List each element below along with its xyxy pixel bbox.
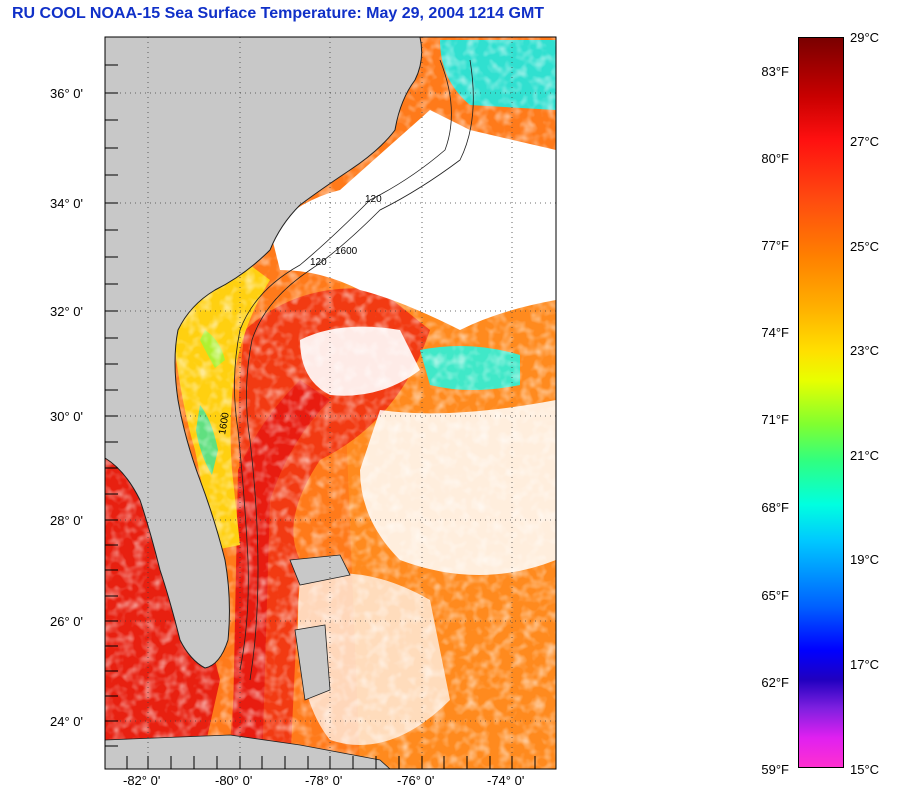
- colorbar-c-label: 15°C: [850, 762, 880, 777]
- lat-label: 26° 0': [50, 614, 83, 629]
- lat-label: 32° 0': [50, 304, 83, 319]
- land-cuba: [105, 734, 391, 769]
- isobath-deep: [246, 59, 474, 681]
- colorbar-c-label: 21°C: [850, 448, 880, 463]
- contour-label: 1600: [335, 246, 358, 257]
- colorbar-c-label: 29°C: [850, 30, 880, 45]
- map-ticks: [105, 64, 536, 769]
- colorbar-c-label: 17°C: [850, 657, 880, 672]
- lat-label: 30° 0': [50, 409, 83, 424]
- colorbar-f-label: 77°F: [761, 238, 789, 253]
- temperature-colorbar: [798, 37, 844, 768]
- contour-label: 120: [365, 194, 382, 205]
- colorbar-f-label: 59°F: [761, 762, 789, 777]
- colorbar-c-label: 27°C: [850, 134, 880, 149]
- lat-label: 34° 0': [50, 196, 83, 211]
- lat-label: 36° 0': [50, 86, 83, 101]
- lon-label: -80° 0': [215, 773, 253, 788]
- colorbar-f-label: 65°F: [761, 588, 789, 603]
- colorbar-f-label: 80°F: [761, 151, 789, 166]
- colorbar-f-label: 68°F: [761, 500, 789, 515]
- lat-label: 28° 0': [50, 513, 83, 528]
- land-bahamas-andros: [294, 624, 331, 701]
- lon-label: -74° 0': [487, 773, 525, 788]
- colorbar-f-label: 83°F: [761, 64, 789, 79]
- land-us-southeast: [105, 37, 423, 669]
- lat-label: 24° 0': [50, 714, 83, 729]
- isobath-shallow: [234, 59, 452, 671]
- page-title: RU COOL NOAA-15 Sea Surface Temperature:…: [12, 5, 545, 22]
- lon-label: -82° 0': [123, 773, 161, 788]
- contour-label: 1600: [217, 411, 232, 435]
- lon-label: -76° 0': [397, 773, 435, 788]
- map-grid: [105, 37, 556, 769]
- colorbar-f-label: 71°F: [761, 412, 789, 427]
- colorbar-c-label: 19°C: [850, 552, 880, 567]
- lon-label: -78° 0': [305, 773, 343, 788]
- contour-label: 120: [310, 257, 327, 268]
- colorbar-f-label: 74°F: [761, 325, 789, 340]
- land-bahamas-grand: [289, 554, 351, 586]
- colorbar-c-label: 25°C: [850, 239, 880, 254]
- colorbar-c-label: 23°C: [850, 343, 880, 358]
- colorbar-f-label: 62°F: [761, 675, 789, 690]
